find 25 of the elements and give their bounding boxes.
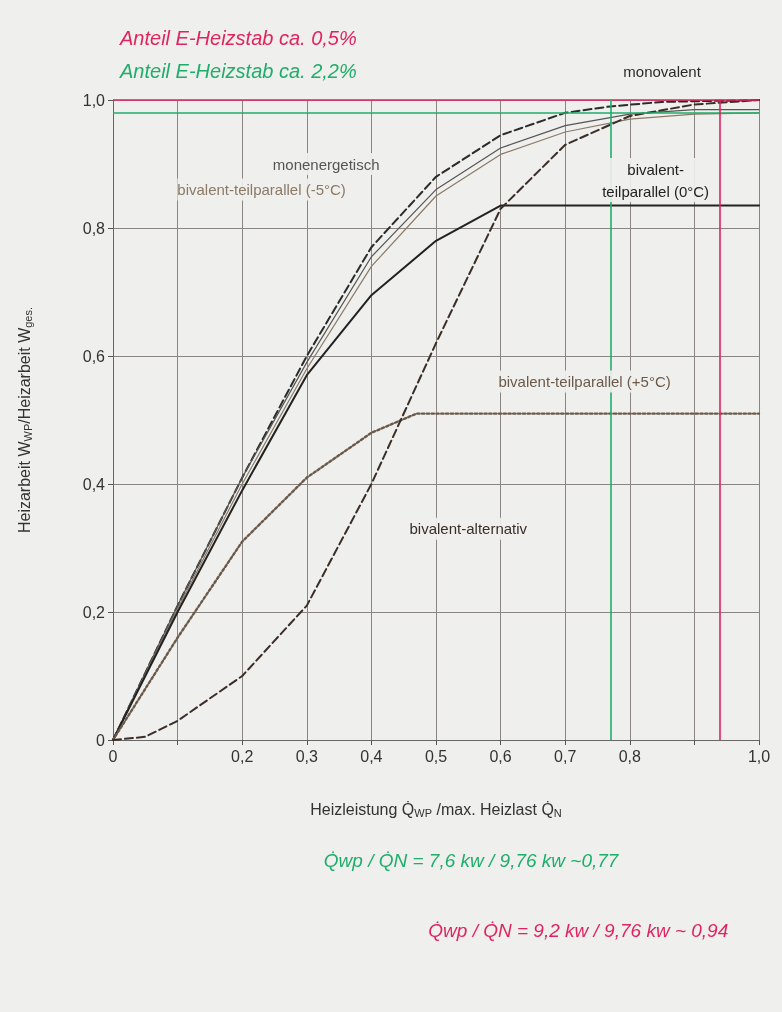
ref-line-label: Anteil E-Heizstab ca. 2,2% [119,60,357,82]
y-tick-label: 0,2 [82,603,106,621]
series-label: bivalent-teilparallel (+5°C) [498,373,671,391]
x-tick-label: 0,3 [295,747,319,765]
y-tick-label: 0,6 [82,347,106,365]
x-tick-label: 0,8 [618,747,642,765]
series-label: bivalent-teilparallel (0°C) [602,160,710,200]
x-tick-label: 0,5 [424,747,448,765]
x-tick-label: 0,4 [360,747,383,765]
x-tick-label: 0,7 [554,747,577,765]
x-tick-label: 0,6 [489,747,512,765]
y-tick-label: 0,4 [82,475,106,493]
x-tick-label: 0,2 [231,747,254,765]
ref-line-label: Q̇wp / Q̇N = 7,6 kw / 9,76 kw ~0,77 [323,849,620,871]
text: monenergetisch [272,155,380,173]
text: bivalent-alternativ [409,520,528,538]
ref-line-label: Anteil E-Heizstab ca. 0,5% [119,27,357,49]
ref-line-label: Q̇wp / Q̇N = 9,2 kw / 9,76 kw ~ 0,94 [428,919,729,941]
y-tick-label: 0 [96,731,106,749]
y-tick-label: 0,8 [82,219,106,237]
x-tick-label: 1,0 [747,747,771,765]
text: bivalent-teilparallel (-5°C) [177,181,346,199]
series-label: monovalent [623,62,702,80]
y-tick-label: 1,0 [82,91,106,109]
x-tick-label: 0 [108,747,118,765]
